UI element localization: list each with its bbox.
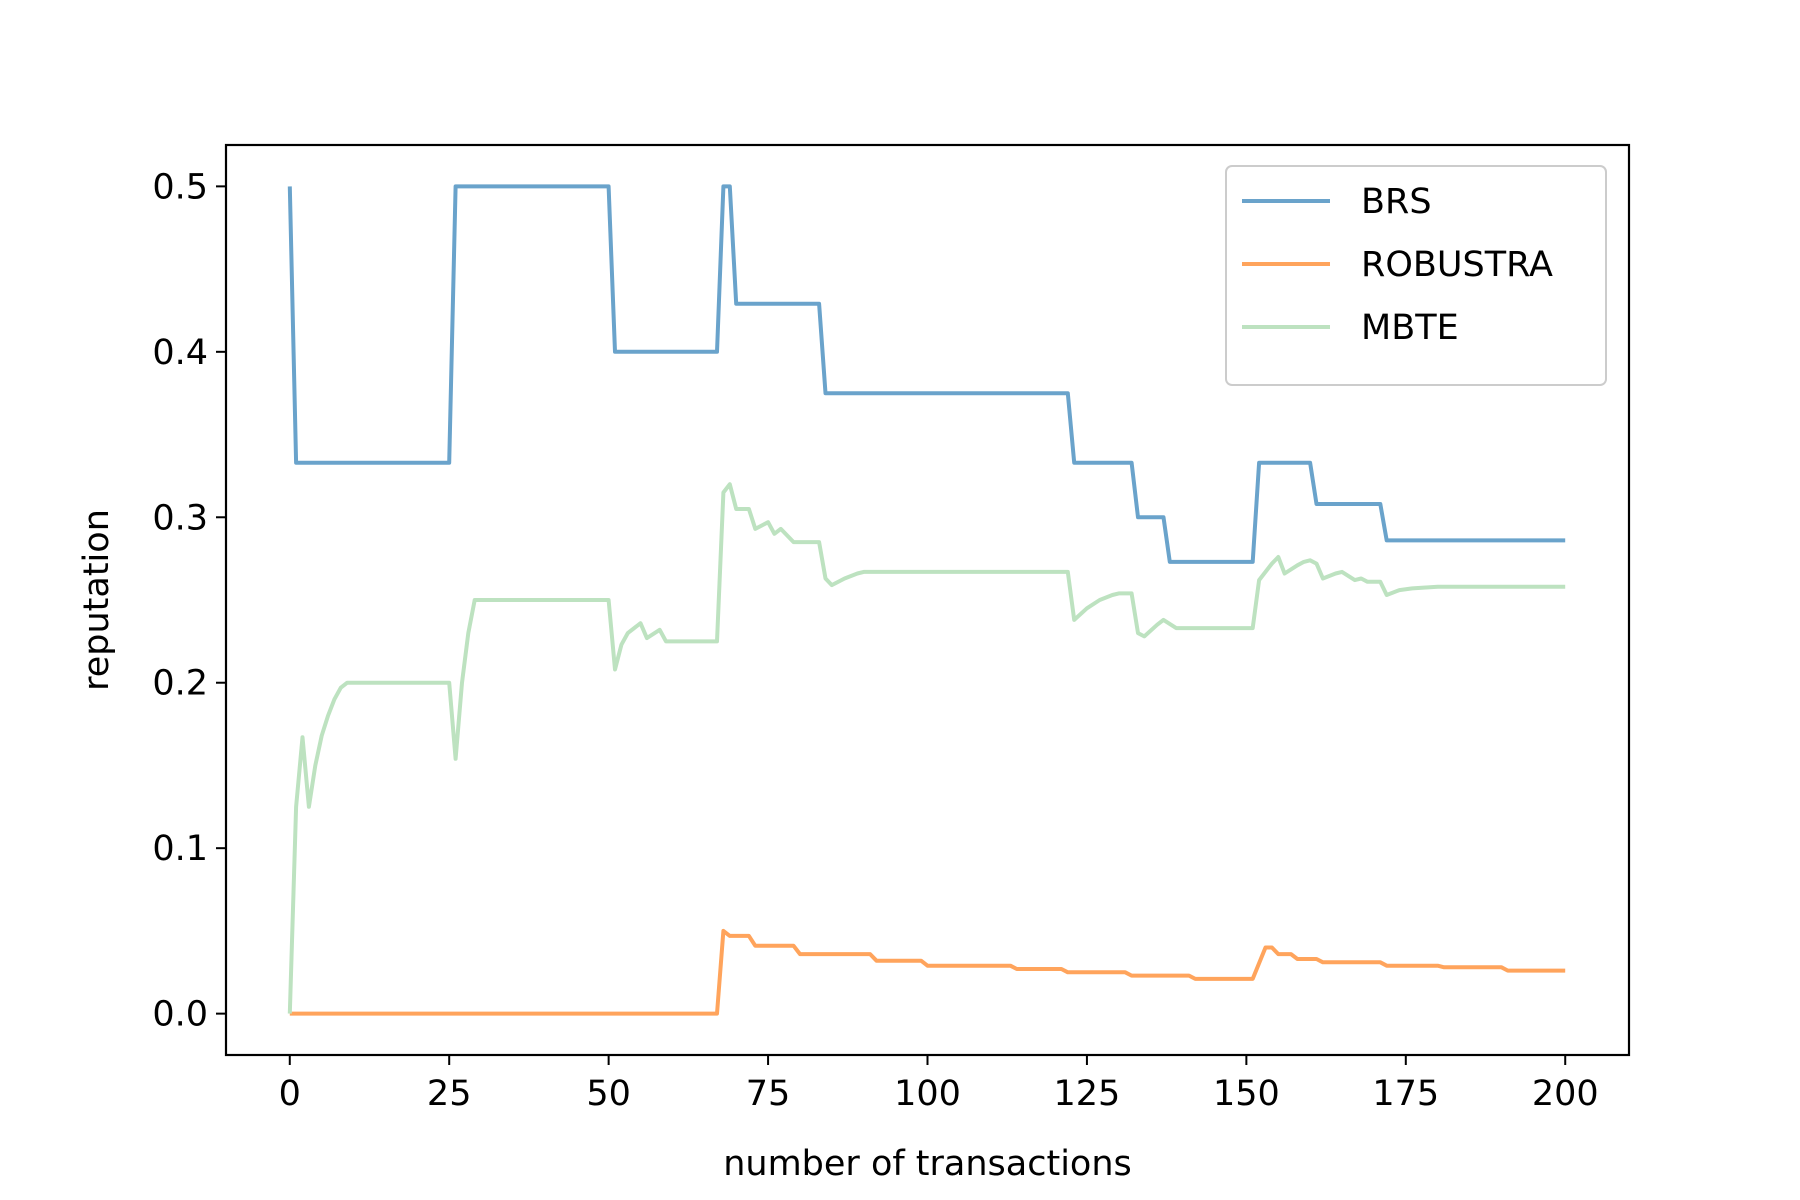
y-tick-label: 0.3 [152,498,208,538]
legend-label-brs: BRS [1361,182,1432,222]
y-axis-ticks: 0.0 0.1 0.2 0.3 0.4 0.5 [152,167,226,1035]
x-tick-label: 75 [746,1074,791,1114]
x-tick-label: 50 [586,1074,631,1114]
legend-label-robustra: ROBUSTRA [1361,245,1553,285]
y-tick-label: 0.5 [152,167,208,207]
legend: BRS ROBUSTRA MBTE [1225,165,1607,386]
series-line-mbte [287,482,1566,1014]
y-tick-label: 0.4 [152,333,208,373]
x-tick-label: 0 [279,1074,301,1114]
x-tick-label: 25 [427,1074,472,1114]
x-tick-label: 150 [1213,1074,1280,1114]
y-tick-label: 0.1 [152,829,208,869]
x-tick-label: 175 [1372,1074,1439,1114]
series-layer [287,184,1566,1016]
series-line-brs [287,184,1566,564]
x-tick-label: 125 [1054,1074,1121,1114]
y-axis-label: reputation [77,509,117,691]
x-tick-label: 100 [894,1074,961,1114]
y-tick-label: 0.2 [152,664,208,704]
x-axis-label: number of transactions [723,1144,1132,1184]
x-tick-label: 200 [1532,1074,1599,1114]
legend-box [1225,165,1607,386]
legend-label-mbte: MBTE [1361,308,1459,348]
y-tick-label: 0.0 [152,995,208,1035]
x-axis-ticks: 0 25 50 75 100 125 150 175 200 [279,1055,1599,1114]
series-line-robustra [289,928,1566,1016]
